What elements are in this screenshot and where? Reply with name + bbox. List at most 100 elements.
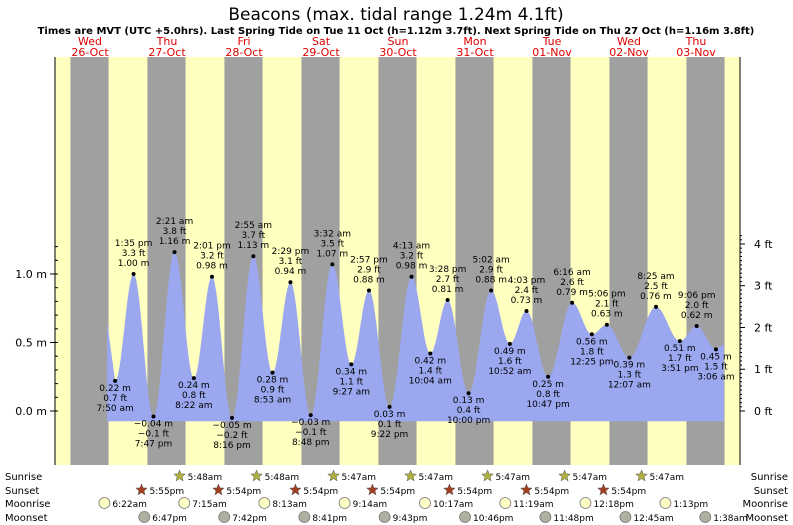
tide-label: 1.4 ft bbox=[418, 366, 442, 376]
tide-point bbox=[713, 347, 718, 352]
tide-point bbox=[288, 280, 293, 285]
tide-height-area bbox=[107, 252, 724, 422]
tide-label: 0.4 ft bbox=[457, 406, 481, 416]
tide-label: 0.62 m bbox=[681, 311, 713, 321]
tide-label: 0.1 ft bbox=[378, 420, 402, 430]
sunset-time: 5:54pm bbox=[611, 487, 646, 497]
tide-point bbox=[654, 304, 659, 309]
tide-label: 10:04 am bbox=[409, 376, 452, 386]
tide-label: 0.03 m bbox=[374, 410, 406, 420]
sunrise-icon bbox=[635, 469, 648, 482]
tide-point bbox=[131, 272, 136, 276]
day-labels: Wed26-OctThu27-OctFri28-OctSat29-OctSun3… bbox=[71, 35, 716, 59]
tide-label: 10:52 am bbox=[488, 367, 531, 377]
y-tick-label-ft: 2 ft bbox=[754, 321, 773, 334]
tide-label: 2.6 ft bbox=[560, 278, 584, 288]
tide-point bbox=[524, 308, 529, 313]
day-name-label: Thu bbox=[156, 35, 178, 48]
tide-label: 5:06 pm bbox=[588, 290, 626, 300]
tide-point bbox=[191, 376, 196, 381]
moonset-row-label-right: Moonset bbox=[746, 513, 789, 524]
moonrise-icon bbox=[499, 497, 512, 509]
y-tick-label-ft: 0 ft bbox=[754, 405, 773, 418]
sunset-icon bbox=[443, 483, 456, 496]
tide-point bbox=[387, 404, 392, 409]
day-name-label: Sun bbox=[388, 35, 409, 48]
tide-label: 2.4 ft bbox=[515, 286, 539, 296]
tide-label: 1.00 m bbox=[118, 259, 150, 269]
sunrise-icon bbox=[173, 469, 186, 482]
tide-point bbox=[604, 322, 609, 327]
sunrise-row-label-right: Sunrise bbox=[751, 472, 788, 483]
axes: 0.0 m 0.5 m 1.0 m 0 ft 1 ft 2 ft 3 ft 4 ft bbox=[15, 57, 773, 465]
tide-label: 0.42 m bbox=[414, 356, 446, 366]
day-name-label: Wed bbox=[78, 35, 102, 48]
moonrise-icon bbox=[338, 497, 351, 509]
tide-point bbox=[428, 351, 433, 356]
tide-label: 0.49 m bbox=[494, 347, 526, 357]
tide-label: 0.73 m bbox=[511, 296, 543, 306]
tide-point bbox=[677, 339, 682, 344]
tide-label: 10:47 pm bbox=[526, 400, 569, 410]
tide-label: 1.7 ft bbox=[668, 354, 692, 364]
moonrise-time: 6:22am bbox=[112, 500, 147, 510]
tide-label: 2:55 am bbox=[235, 221, 272, 231]
tide-point bbox=[151, 414, 156, 419]
moonrise-time: 8:13am bbox=[272, 500, 307, 510]
moonset-time: 11:48pm bbox=[553, 514, 593, 524]
tide-label: 1.1 ft bbox=[339, 377, 363, 387]
tide-label: 2.1 ft bbox=[595, 300, 619, 310]
sunrise-time: 5:47am bbox=[419, 473, 454, 483]
y-tick-label-ft: 3 ft bbox=[754, 280, 773, 293]
tide-point bbox=[330, 262, 335, 267]
tide-point bbox=[366, 288, 371, 293]
tide-label: 0.39 m bbox=[614, 361, 646, 371]
tide-label: 0.51 m bbox=[664, 344, 696, 354]
tide-label: 3.2 ft bbox=[200, 252, 224, 262]
sunrise-row-label-left: Sunrise bbox=[5, 472, 42, 483]
moonset-time: 7:42pm bbox=[232, 514, 267, 524]
tide-label: 1.3 ft bbox=[618, 371, 642, 381]
tide-label: 9:27 am bbox=[333, 387, 370, 397]
tide-label: −0.2 ft bbox=[216, 431, 248, 441]
tide-label: 0.45 m bbox=[700, 352, 732, 362]
tide-point bbox=[113, 378, 118, 383]
moonrise-icon bbox=[579, 497, 592, 509]
day-name-label: Tue bbox=[542, 35, 562, 48]
tide-label: 2.7 ft bbox=[436, 275, 460, 285]
day-date-label: 31-Oct bbox=[456, 46, 494, 59]
tide-label: 3:51 pm bbox=[661, 364, 699, 374]
moonrise-icon bbox=[659, 497, 672, 509]
moonrise-icon bbox=[98, 497, 111, 509]
tide-point bbox=[308, 413, 313, 418]
tide-label: 1.8 ft bbox=[580, 347, 604, 357]
tide-label: 0.9 ft bbox=[261, 386, 285, 396]
tide-point bbox=[546, 374, 551, 379]
tide-label: 8:22 am bbox=[175, 401, 212, 411]
tide-point bbox=[466, 391, 471, 396]
tide-labels: 0.22 m0.7 ft7:50 am 1:35 pm3.3 ft1.00 m −0… bbox=[96, 217, 734, 451]
day-date-label: 26-Oct bbox=[71, 46, 109, 59]
tide-label: 0.8 ft bbox=[182, 391, 206, 401]
tide-label: 2:29 pm bbox=[272, 247, 310, 257]
night-band bbox=[70, 57, 109, 465]
sunrise-icon bbox=[558, 469, 571, 482]
day-date-label: 27-Oct bbox=[148, 46, 186, 59]
tide-label: 0.8 ft bbox=[536, 390, 560, 400]
tide-label: 1:35 pm bbox=[115, 239, 153, 249]
day-name-label: Thu bbox=[685, 35, 707, 48]
tide-point bbox=[627, 355, 632, 360]
sunset-time: 5:54pm bbox=[303, 487, 338, 497]
tide-label: 1.16 m bbox=[159, 237, 191, 247]
y-tick-label-ft: 1 ft bbox=[754, 363, 773, 376]
moonrise-icon bbox=[419, 497, 431, 509]
day-name-label: Sat bbox=[312, 35, 331, 48]
y-tick-label-ft: 4 ft bbox=[754, 238, 773, 251]
tide-label: 0.13 m bbox=[453, 396, 485, 406]
tide-label: 0.24 m bbox=[178, 381, 210, 391]
tide-label: 3:28 pm bbox=[429, 265, 467, 275]
tide-label: 2.5 ft bbox=[644, 282, 668, 292]
tide-label: 0.81 m bbox=[432, 285, 464, 295]
